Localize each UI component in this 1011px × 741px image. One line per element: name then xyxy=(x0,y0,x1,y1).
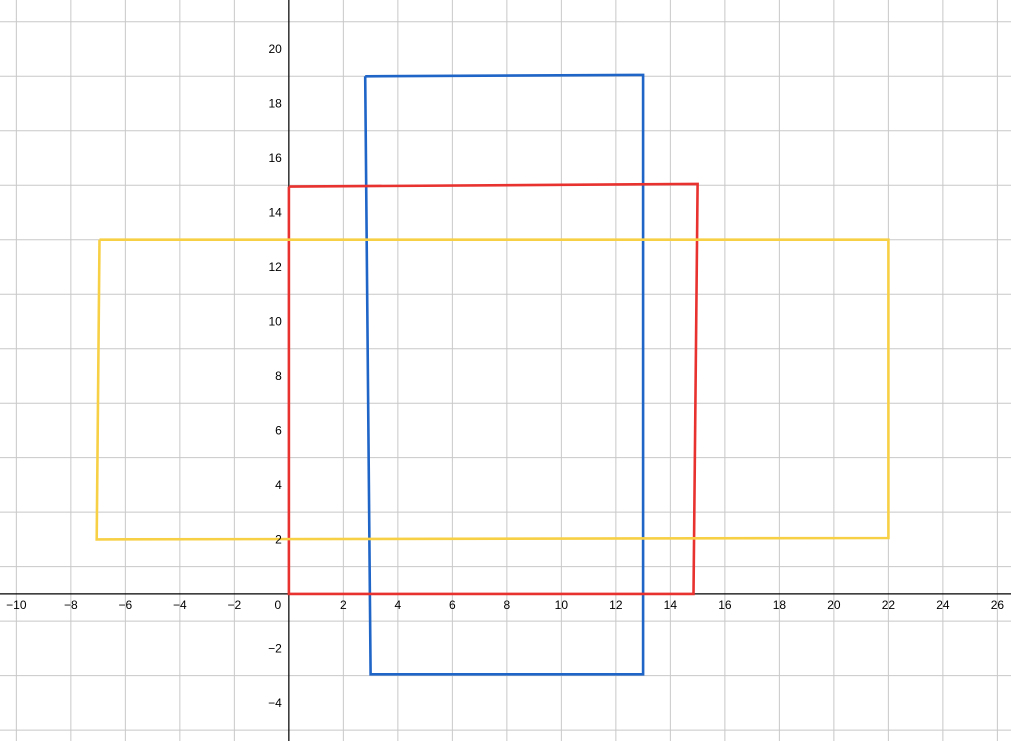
x-tick-label: 22 xyxy=(882,598,896,612)
x-tick-label: 20 xyxy=(827,598,841,612)
x-tick-label: −10 xyxy=(6,598,27,612)
x-tick-label: 12 xyxy=(609,598,623,612)
x-tick-label: 8 xyxy=(504,598,511,612)
x-tick-label: 18 xyxy=(773,598,787,612)
y-tick-label: 10 xyxy=(268,314,282,328)
y-tick-label: 14 xyxy=(268,205,282,219)
y-tick-label: 6 xyxy=(275,423,282,437)
y-tick-label: 12 xyxy=(268,260,282,274)
y-tick-label: 18 xyxy=(268,97,282,111)
y-tick-label: −2 xyxy=(268,641,282,655)
x-tick-label: 14 xyxy=(664,598,678,612)
y-tick-label: 2 xyxy=(275,532,282,546)
x-tick-label: 24 xyxy=(936,598,950,612)
y-tick-labels: −4 −2 2 4 6 8 10 12 14 16 18 20 xyxy=(268,42,282,710)
x-tick-label: −6 xyxy=(119,598,133,612)
x-tick-label: 0 xyxy=(275,598,282,612)
x-tick-label: 10 xyxy=(555,598,569,612)
x-tick-label: 26 xyxy=(991,598,1005,612)
x-tick-label: −2 xyxy=(228,598,242,612)
x-tick-label: −4 xyxy=(173,598,187,612)
x-tick-label: −8 xyxy=(64,598,78,612)
blue-rectangle[interactable] xyxy=(363,73,645,676)
y-tick-label: 8 xyxy=(275,369,282,383)
y-tick-label: 20 xyxy=(268,42,282,56)
y-tick-label: −4 xyxy=(268,696,282,710)
x-tick-labels: −10 −8 −6 −4 −2 0 2 4 6 8 10 12 14 16 18 20 22 24 26 xyxy=(6,598,1004,612)
red-rectangle[interactable] xyxy=(287,182,699,596)
x-tick-label: 4 xyxy=(395,598,402,612)
x-tick-label: 2 xyxy=(340,598,347,612)
x-tick-label: 16 xyxy=(718,598,732,612)
yellow-rectangle[interactable] xyxy=(95,238,890,541)
shapes xyxy=(95,73,890,676)
x-tick-label: 6 xyxy=(449,598,456,612)
y-tick-label: 16 xyxy=(268,151,282,165)
y-tick-label: 4 xyxy=(275,478,282,492)
